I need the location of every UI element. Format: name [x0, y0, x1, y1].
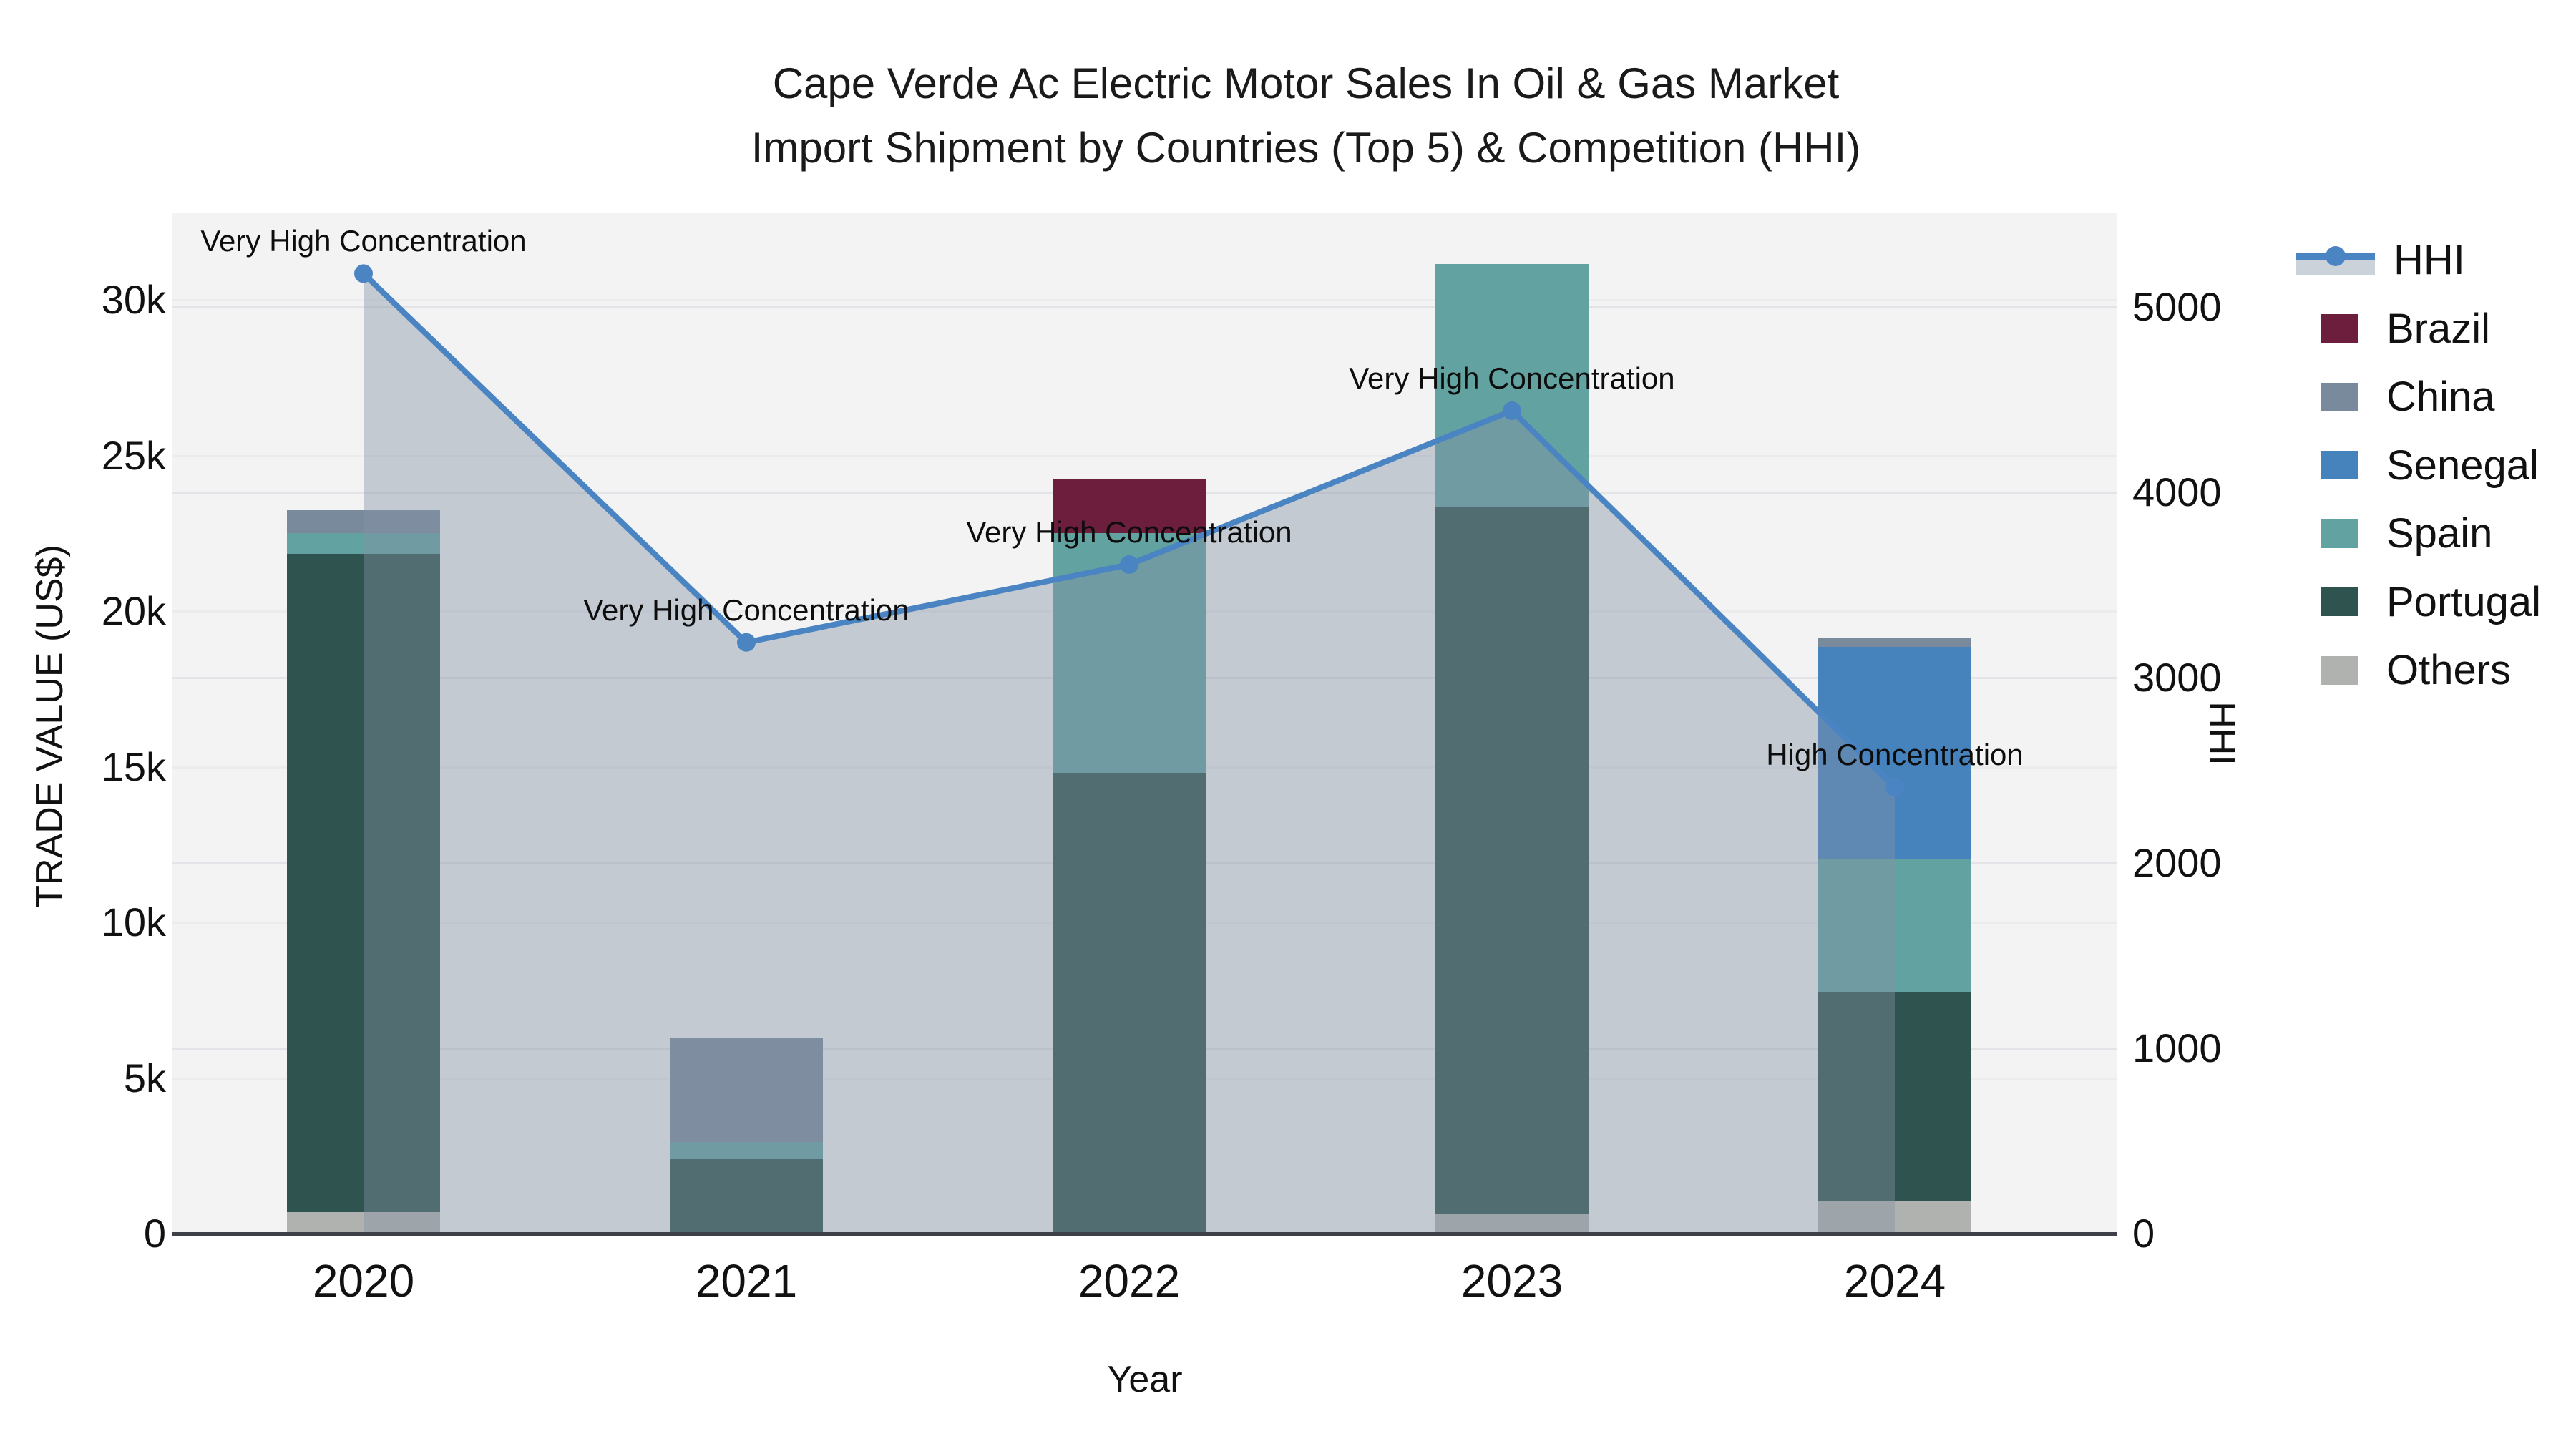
bar-segment-portugal-2020[interactable]	[287, 553, 440, 1212]
legend-item-senegal[interactable]: Senegal	[2321, 441, 2539, 489]
bar-segment-china-2024[interactable]	[1818, 637, 1971, 648]
hhi-area-fill	[364, 273, 1895, 1234]
y-left-tick-15k: 15k	[101, 743, 166, 789]
legend-item-china[interactable]: China	[2321, 373, 2495, 421]
hhi-point-2022[interactable]	[1120, 555, 1138, 575]
y-right-tick-2000: 2000	[2132, 840, 2222, 885]
bar-segment-others-2023[interactable]	[1435, 1213, 1589, 1234]
bar-segment-spain-2023[interactable]	[1435, 263, 1589, 507]
chart-title-line1: Cape Verde Ac Electric Motor Sales In Oi…	[772, 59, 1840, 107]
y-right-tick-0: 0	[2132, 1211, 2155, 1256]
annotation-2023: Very High Concentration	[1349, 361, 1675, 396]
legend-swatch-others	[2321, 655, 2358, 685]
legend-label-others: Others	[2386, 647, 2512, 693]
hhi-point-2023[interactable]	[1503, 401, 1521, 421]
y-right-tick-1000: 1000	[2132, 1025, 2222, 1070]
legend-item-brazil[interactable]: Brazil	[2321, 305, 2490, 353]
legend-hhi-marker-icon	[2326, 245, 2346, 266]
x-tick-2023: 2023	[1460, 1255, 1563, 1307]
bar-segment-portugal-2021[interactable]	[670, 1158, 823, 1234]
bar-segment-brazil-2022[interactable]	[1053, 479, 1206, 534]
bar-segment-spain-2020[interactable]	[287, 533, 440, 554]
annotation-2021: Very High Concentration	[583, 592, 909, 627]
bar-segment-spain-2024[interactable]	[1818, 858, 1971, 992]
legend-hhi-line-sample	[2296, 245, 2375, 276]
y-left-tick-20k: 20k	[101, 588, 166, 633]
bar-segment-china-2020[interactable]	[287, 509, 440, 534]
y-right-tick-5000: 5000	[2132, 284, 2222, 329]
bar-segment-portugal-2022[interactable]	[1053, 773, 1206, 1234]
gridline-left-30000	[172, 299, 2117, 301]
hhi-point-2020[interactable]	[354, 264, 373, 283]
x-axis-title: Year	[1107, 1359, 1183, 1400]
y-left-tick-25k: 25k	[101, 432, 166, 478]
legend-swatch-brazil	[2321, 314, 2358, 343]
legend-item-portugal[interactable]: Portugal	[2321, 578, 2541, 626]
y-right-axis-title: HHI	[2201, 701, 2243, 766]
y-left-tick-5k: 5k	[123, 1055, 166, 1101]
bar-segment-china-2021[interactable]	[670, 1038, 823, 1142]
bar-segment-spain-2021[interactable]	[670, 1141, 823, 1159]
gridline-right-5000	[172, 306, 2117, 308]
y-left-tick-10k: 10k	[101, 899, 166, 945]
bar-segment-others-2024[interactable]	[1818, 1201, 1971, 1234]
y-right-tick-4000: 4000	[2132, 469, 2222, 514]
legend-swatch-portugal	[2321, 587, 2358, 616]
hhi-point-2024[interactable]	[1885, 777, 1904, 796]
annotation-2024: High Concentration	[1766, 737, 2024, 771]
chart-title: Cape Verde Ac Electric Motor Sales In Oi…	[0, 52, 2576, 180]
x-tick-2021: 2021	[695, 1255, 798, 1307]
legend-label-portugal: Portugal	[2386, 578, 2542, 625]
hhi-point-2021[interactable]	[737, 633, 756, 652]
annotation-2022: Very High Concentration	[966, 515, 1292, 549]
gridline-left-25000	[172, 454, 2117, 457]
legend-swatch-senegal	[2321, 451, 2358, 479]
bar-segment-portugal-2023[interactable]	[1435, 507, 1589, 1214]
x-tick-2022: 2022	[1078, 1255, 1181, 1307]
bar-segment-portugal-2024[interactable]	[1818, 992, 1971, 1201]
y-left-tick-0: 0	[143, 1211, 166, 1256]
annotation-2020: Very High Concentration	[200, 224, 527, 258]
legend-label-senegal: Senegal	[2386, 441, 2539, 489]
y-left-axis-title: TRADE VALUE (US$)	[29, 545, 71, 908]
legend-swatch-spain	[2321, 519, 2358, 548]
legend-item-spain[interactable]: Spain	[2321, 509, 2492, 557]
legend-item-hhi[interactable]: HHI	[2296, 236, 2465, 284]
legend-label-hhi: HHI	[2394, 237, 2465, 283]
legend-label-spain: Spain	[2386, 510, 2493, 557]
legend-label-brazil: Brazil	[2386, 305, 2491, 352]
legend-label-china: China	[2386, 374, 2495, 420]
x-axis-line	[172, 1232, 2117, 1236]
x-tick-2020: 2020	[312, 1255, 415, 1307]
bar-segment-senegal-2024[interactable]	[1818, 647, 1971, 859]
x-tick-2024: 2024	[1843, 1255, 1946, 1307]
chart-title-line2: Import Shipment by Countries (Top 5) & C…	[751, 124, 1861, 172]
legend-swatch-china	[2321, 382, 2358, 411]
bar-segment-others-2020[interactable]	[287, 1211, 440, 1234]
legend-item-others[interactable]: Others	[2321, 646, 2511, 694]
y-left-tick-30k: 30k	[101, 277, 166, 322]
y-right-tick-3000: 3000	[2132, 655, 2222, 700]
